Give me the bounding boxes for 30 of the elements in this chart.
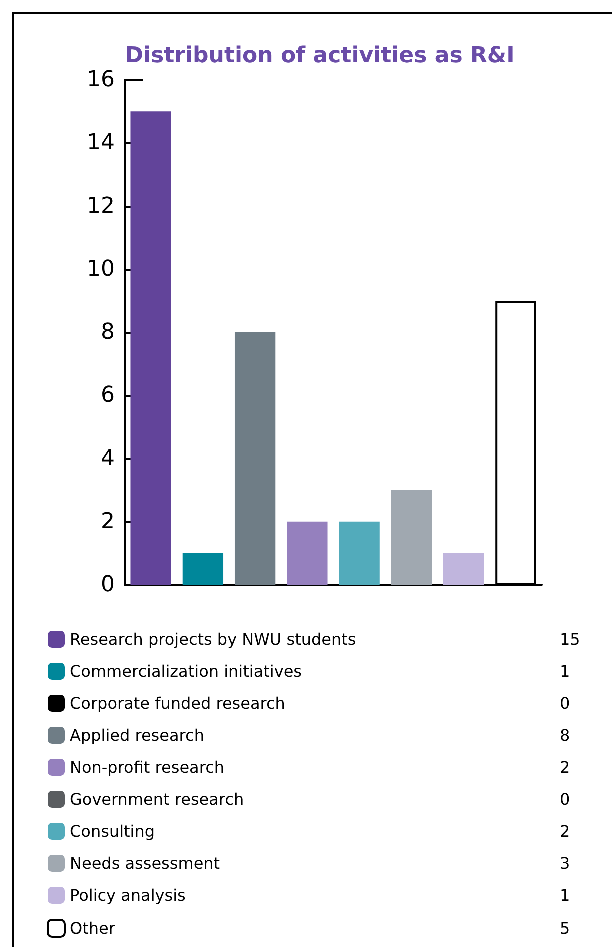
legend-label: Research projects by NWU students — [70, 630, 356, 649]
text: 1 — [560, 886, 570, 905]
chart-title: Distribution of activities as R&I — [125, 44, 515, 68]
y-tick-label: 6 — [101, 383, 115, 408]
text: 8 — [560, 726, 570, 745]
y-tick-label: 0 — [101, 572, 115, 598]
legend-label: Commercialization initiatives — [70, 662, 302, 681]
legend-label: Consulting — [70, 822, 156, 841]
text: 3 — [560, 854, 570, 873]
text: 1 — [560, 662, 570, 681]
text: 5 — [560, 919, 570, 938]
legend-label: Other — [70, 919, 116, 938]
y-tick-label: 2 — [101, 509, 115, 534]
y-tick-label: 12 — [87, 194, 115, 219]
text: 15 — [560, 630, 580, 649]
text: 0 — [560, 694, 570, 713]
legend-label: Needs assessment — [70, 854, 220, 873]
legend-label: Government research — [70, 790, 244, 809]
legend-label: Non-profit research — [70, 758, 224, 777]
legend-label: Corporate funded research — [70, 694, 286, 713]
y-tick-label: 16 — [87, 68, 115, 92]
text: 2 — [560, 822, 570, 841]
y-tick-label: 14 — [87, 130, 115, 156]
legend-label: Policy analysis — [70, 886, 186, 905]
text: 0 — [560, 790, 570, 809]
y-tick-label: 8 — [101, 320, 115, 345]
text: 2 — [560, 758, 570, 777]
legend-label: Applied research — [70, 726, 204, 745]
y-tick-label: 4 — [101, 446, 115, 472]
y-tick-label: 10 — [87, 256, 115, 282]
